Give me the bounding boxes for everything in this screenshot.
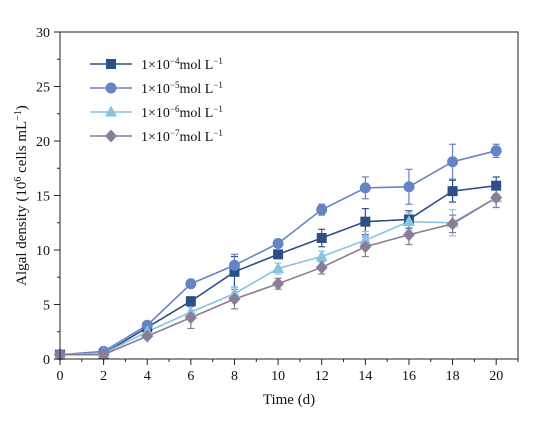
y-tick-label: 20	[36, 135, 50, 150]
data-point-series-4	[490, 191, 503, 205]
axes-layer: 0 2 4 6 8 10 12 14 16 18 20 0 5 10 15 20 25 30	[36, 26, 519, 384]
data-point-series-3	[315, 250, 328, 262]
legend-label: 1×10−7mol L−1	[141, 128, 223, 145]
series-line-3	[59, 196, 497, 356]
data-point-series-4	[141, 329, 154, 343]
data-point-series-4	[402, 228, 415, 242]
y-axis-title-rest: cells mL	[14, 121, 30, 177]
series-line-4	[60, 196, 497, 356]
data-point-series-1	[447, 186, 458, 197]
x-tick-label: 0	[57, 369, 64, 384]
x-tick-label: 20	[489, 369, 503, 384]
legend-marker	[105, 105, 117, 117]
data-point-series-4	[272, 277, 285, 291]
data-point-series-2	[359, 182, 371, 194]
x-tick-label: 8	[231, 369, 238, 384]
data-point-series-1	[229, 266, 240, 277]
x-tick-label: 6	[187, 369, 194, 384]
x-tick-label: 4	[144, 369, 151, 384]
data-point-series-1	[491, 180, 502, 191]
markers-layer	[54, 145, 503, 362]
legend-marker	[105, 129, 117, 143]
y-tick-label: 10	[36, 244, 50, 259]
data-point-series-4	[97, 348, 110, 362]
data-point-series-2	[316, 204, 328, 216]
legend-label: 1×10−4mol L−1	[141, 56, 223, 73]
y-tick-label: 0	[43, 353, 50, 368]
data-point-series-2	[490, 145, 502, 157]
legend-marker	[105, 82, 117, 94]
x-tick-label: 12	[315, 369, 329, 384]
data-point-series-2	[447, 156, 459, 168]
data-point-series-3	[359, 233, 372, 245]
y-axis-title: Algal density (106 cells mL−1)	[13, 105, 31, 286]
data-point-series-4	[315, 260, 328, 274]
data-point-series-3	[402, 215, 415, 227]
legend-label: 1×10−5mol L−1	[141, 80, 223, 97]
data-point-series-4	[446, 217, 459, 231]
data-point-series-1	[316, 233, 327, 244]
y-axis-title-close: )	[14, 105, 30, 110]
legend: 1×10−4mol L−1 1×10−5mol L−1 1×10−6mol L−1 1…	[90, 56, 223, 145]
y-axis-title-sup: 6	[13, 177, 24, 182]
y-tick-label: 30	[36, 26, 50, 41]
data-point-series-3	[272, 262, 285, 274]
y-tick-label: 15	[36, 190, 50, 205]
y-axis-title-sup2: −1	[13, 110, 24, 121]
data-point-series-2	[403, 181, 415, 193]
data-point-series-4	[359, 240, 372, 254]
data-point-series-2	[185, 278, 197, 290]
data-point-series-2	[228, 259, 240, 271]
y-axis-title-main: Algal density (10	[14, 182, 30, 286]
x-tick-label: 2	[100, 369, 107, 384]
x-tick-label: 16	[402, 369, 416, 384]
legend-marker	[106, 59, 116, 69]
x-tick-label: 18	[446, 369, 460, 384]
data-point-series-2	[272, 237, 284, 249]
data-point-series-1	[360, 216, 371, 227]
data-point-series-1	[273, 249, 284, 260]
x-axis-title: Time (d)	[263, 392, 315, 408]
y-tick-label: 25	[36, 81, 50, 96]
y-tick-label: 5	[43, 299, 50, 314]
legend-label: 1×10−6mol L−1	[141, 104, 223, 121]
data-point-series-4	[228, 292, 241, 306]
x-tick-label: 10	[271, 369, 285, 384]
data-point-series-1	[185, 296, 196, 307]
data-point-series-2	[141, 319, 153, 331]
data-point-series-4	[184, 311, 197, 325]
x-tick-label: 14	[358, 369, 372, 384]
